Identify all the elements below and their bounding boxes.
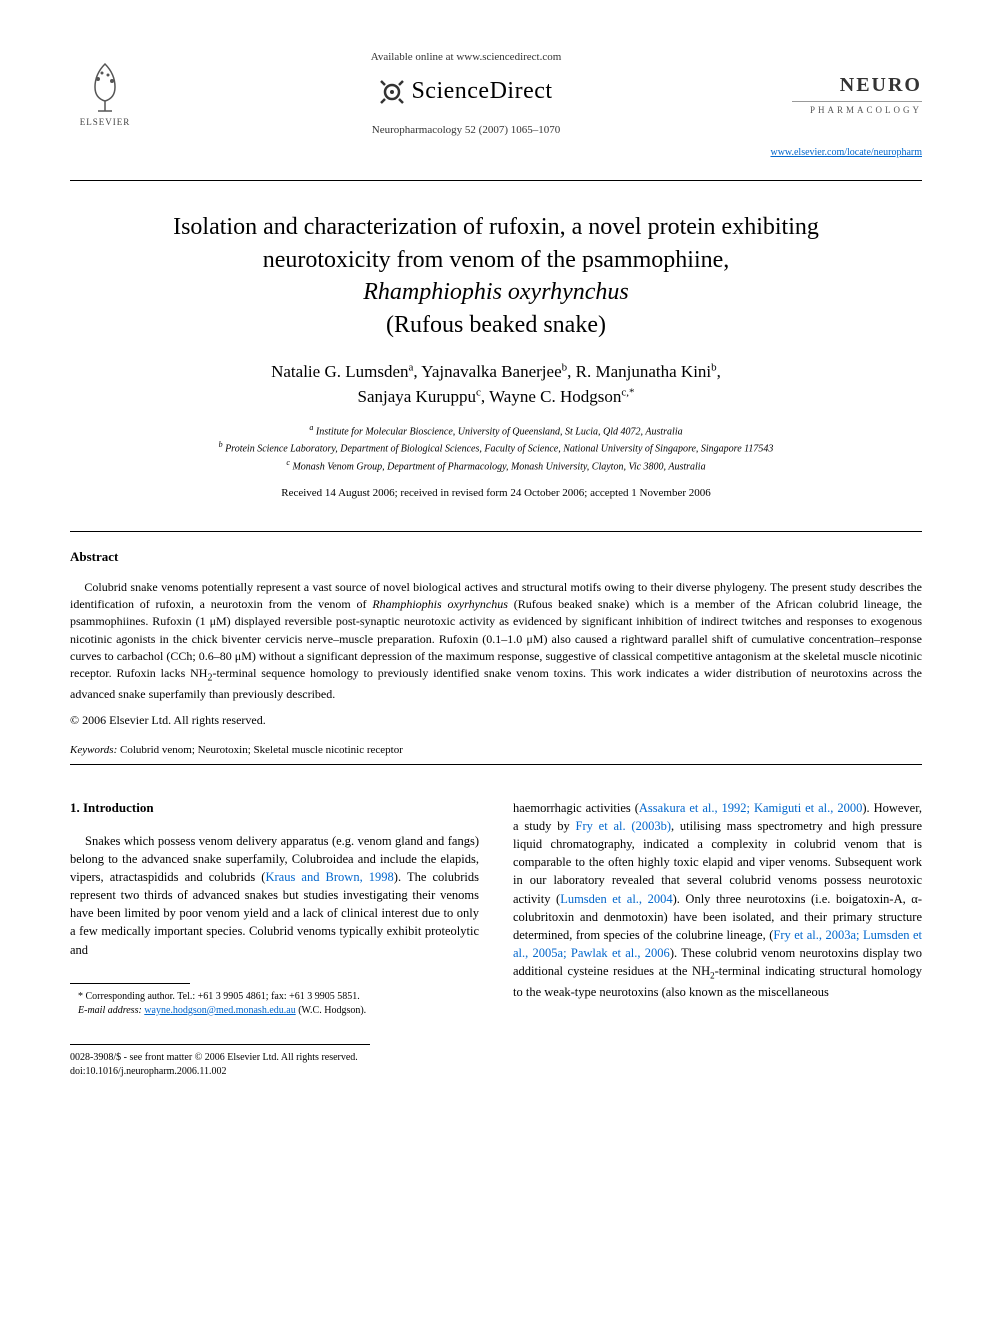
author-1-sup: a [409,361,414,373]
left-link1[interactable]: Kraus and Brown, 1998 [265,870,393,884]
email-label: E-mail address: [78,1005,142,1016]
elsevier-tree-icon [80,59,130,114]
sciencedirect-label: ScienceDirect [411,75,552,109]
authors: Natalie G. Lumsdena, Yajnavalka Banerjee… [70,359,922,410]
email-tail: (W.C. Hodgson). [296,1005,366,1016]
center-header: Available online at www.sciencedirect.co… [140,50,792,138]
aff-c: Monash Venom Group, Department of Pharma… [292,461,705,472]
aff-a-sup: a [309,423,313,432]
left-column: 1. Introduction Snakes which possess ven… [70,799,479,1018]
author-1: Natalie G. Lumsden [271,362,408,381]
abstract-heading: Abstract [70,548,922,566]
abstract-copyright: © 2006 Elsevier Ltd. All rights reserved… [70,712,922,729]
elsevier-label: ELSEVIER [80,116,131,129]
author-5: Wayne C. Hodgson [489,387,621,406]
title-line2: neurotoxicity from venom of the psammoph… [263,247,730,273]
author-5-sup: c, [621,387,629,399]
footer-line2: doi:10.1016/j.neuropharm.2006.11.002 [70,1065,922,1079]
journal-logo-neuro: NEURO [792,71,922,99]
keywords: Keywords: Colubrid venom; Neurotoxin; Sk… [70,743,922,758]
aff-a: Institute for Molecular Bioscience, Univ… [316,426,683,437]
body-columns: 1. Introduction Snakes which possess ven… [70,799,922,1018]
right-link1[interactable]: Assakura et al., 1992; Kamiguti et al., … [639,801,862,815]
elsevier-logo: ELSEVIER [70,54,140,134]
email-footnote: E-mail address: wayne.hodgson@med.monash… [70,1004,479,1018]
author-2-sup: b [562,361,568,373]
right-link3[interactable]: Lumsden et al., 2004 [560,892,672,906]
available-online-text: Available online at www.sciencedirect.co… [140,50,792,65]
author-3: R. Manjunatha Kini [576,362,712,381]
article-dates: Received 14 August 2006; received in rev… [70,486,922,501]
header-rule [70,180,922,181]
footer-rule [70,1044,370,1045]
author-3-sup: b [711,361,717,373]
abstract-paragraph: Colubrid snake venoms potentially repres… [70,579,922,704]
corresponding-author-footnote: * Corresponding author. Tel.: +61 3 9905… [70,990,479,1004]
abstract-rule-top [70,531,922,532]
aff-b-sup: b [219,440,223,449]
title-line1: Isolation and characterization of rufoxi… [173,214,819,240]
email-link[interactable]: wayne.hodgson@med.monash.edu.au [144,1005,295,1016]
article-title: Isolation and characterization of rufoxi… [70,211,922,341]
abstract-p1b: Rhamphiophis oxyrhynchus [372,597,508,611]
title-line4: (Rufous beaked snake) [386,312,606,338]
section-heading-intro: 1. Introduction [70,799,479,818]
keywords-text: Colubrid venom; Neurotoxin; Skeletal mus… [117,744,403,756]
author-5-star: * [629,387,635,399]
affiliations: a Institute for Molecular Bioscience, Un… [70,422,922,474]
journal-logo-pharm: PHARMACOLOGY [792,101,922,117]
author-2: Yajnavalka Banerjee [421,362,561,381]
right-link2[interactable]: Fry et al. (2003b) [576,819,671,833]
header-row: ELSEVIER Available online at www.science… [70,50,922,138]
abstract-rule-bottom [70,764,922,765]
sciencedirect-icon [379,79,405,105]
footnote-corr: Corresponding author. Tel.: +61 3 9905 4… [83,991,360,1002]
title-line3: Rhamphiophis oxyrhynchus [363,279,629,305]
footer-line1: 0028-3908/$ - see front matter © 2006 El… [70,1051,922,1065]
footnote-rule [70,983,190,984]
aff-b: Protein Science Laboratory, Department o… [225,444,773,455]
journal-link[interactable]: www.elsevier.com/locate/neuropharm [70,146,922,160]
right-column: haemorrhagic activities (Assakura et al.… [513,799,922,1018]
intro-para-left: Snakes which possess venom delivery appa… [70,832,479,959]
author-4: Sanjaya Kuruppu [357,387,476,406]
keywords-label: Keywords: [70,744,117,756]
aff-c-sup: c [286,458,290,467]
author-4-sup: c [476,387,481,399]
journal-logo: NEURO PHARMACOLOGY [792,71,922,117]
citation-line: Neuropharmacology 52 (2007) 1065–1070 [140,123,792,138]
sciencedirect-row: ScienceDirect [140,75,792,109]
intro-para-right: haemorrhagic activities (Assakura et al.… [513,799,922,1001]
right-p1a: haemorrhagic activities ( [513,801,639,815]
